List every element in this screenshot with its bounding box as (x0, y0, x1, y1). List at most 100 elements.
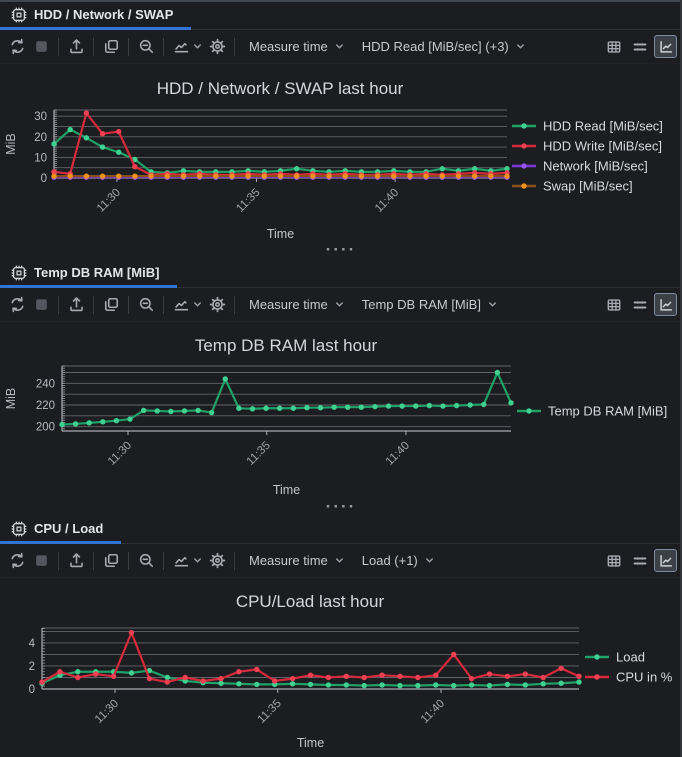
text-view-button[interactable] (628, 293, 651, 316)
toolbar-separator (58, 295, 59, 314)
legend: Load CPU in % (585, 650, 673, 685)
y-tick-label: 0 (41, 173, 47, 185)
refresh-button[interactable] (5, 549, 29, 573)
chart-toolbar: Measure time Temp DB RAM [MiB] (0, 288, 682, 322)
dropdown-label: Measure time (249, 39, 328, 54)
export-button[interactable] (64, 293, 88, 317)
panel-splitter[interactable]: ···· (325, 497, 357, 516)
chevron-down-icon (193, 300, 202, 309)
chevron-down-icon (193, 42, 202, 51)
copy-button[interactable] (99, 35, 123, 59)
table-view-button[interactable] (602, 35, 625, 58)
x-tick-label: 11:35 (256, 698, 284, 726)
measure-time-dropdown[interactable]: Measure time (240, 549, 353, 573)
dropdown-label: Temp DB RAM [MiB] (361, 297, 481, 312)
series-Temp DB RAM [MiB] (59, 369, 514, 428)
chevron-down-icon (516, 42, 525, 51)
dropdown-label: Measure time (249, 553, 328, 568)
text-view-icon (632, 297, 648, 313)
toolbar-separator (93, 37, 94, 56)
refresh-icon (9, 552, 26, 569)
chart-view-icon (658, 39, 674, 55)
settings-gear-button[interactable] (205, 293, 229, 317)
tab-label: Temp DB RAM [MiB] (34, 265, 160, 280)
export-button[interactable] (64, 35, 88, 59)
copy-icon (103, 552, 120, 569)
legend: HDD Read [MiB/sec] HDD Write [MiB/sec] Net… (512, 119, 663, 194)
tab-label: CPU / Load (34, 521, 104, 536)
y-tick-label: 20 (34, 132, 47, 144)
stop-icon (33, 38, 50, 55)
toolbar-separator (58, 551, 59, 570)
settings-gear-button[interactable] (205, 549, 229, 573)
chevron-down-icon (488, 300, 497, 309)
toolbar-separator (128, 551, 129, 570)
zoom-out-button[interactable] (134, 35, 158, 59)
x-axis-label: Time (273, 483, 300, 497)
tab-cpu-load[interactable]: CPU / Load (0, 514, 122, 544)
zoom-out-icon (138, 38, 155, 55)
chart-toolbar: Measure time HDD Read [MiB/sec] (+3) (0, 30, 682, 64)
zoom-out-button[interactable] (134, 549, 158, 573)
toolbar-separator (58, 37, 59, 56)
x-tick-label: 11:35 (234, 187, 262, 215)
panel-temp-db-ram: Temp DB RAM [MiB] Measure time Temp DB R… (0, 258, 682, 514)
tab-bar: HDD / Network / SWAP (0, 0, 682, 30)
legend-item: HDD Write [MiB/sec] (512, 139, 662, 154)
series-dropdown[interactable]: Temp DB RAM [MiB] (353, 293, 506, 317)
chart-view-button[interactable] (654, 293, 677, 316)
panel-splitter[interactable]: ···· (325, 240, 357, 259)
copy-button[interactable] (99, 549, 123, 573)
chart-view-button[interactable] (654, 549, 677, 572)
series-dropdown[interactable]: Load (+1) (353, 549, 443, 573)
scrollbar-edge[interactable] (680, 0, 682, 757)
table-view-icon (606, 39, 622, 55)
table-view-button[interactable] (602, 293, 625, 316)
refresh-button[interactable] (5, 35, 29, 59)
stop-icon (33, 296, 50, 313)
legend: Temp DB RAM [MiB] (517, 404, 667, 419)
series-Load (39, 667, 582, 689)
series-dropdown[interactable]: HDD Read [MiB/sec] (+3) (353, 35, 534, 59)
x-tick-label: 11:40 (384, 440, 412, 468)
chip-icon (11, 7, 27, 23)
chart-view-button[interactable] (654, 35, 677, 58)
chart-type-button[interactable] (169, 549, 205, 573)
tab-temp-db-ram[interactable]: Temp DB RAM [MiB] (0, 258, 178, 288)
y-tick-label: 200 (36, 422, 55, 434)
table-view-icon (606, 297, 622, 313)
tab-hdd-network-swap[interactable]: HDD / Network / SWAP (0, 0, 192, 30)
refresh-icon (9, 296, 26, 313)
text-view-button[interactable] (628, 35, 651, 58)
y-tick-label: 240 (36, 378, 55, 390)
copy-button[interactable] (99, 293, 123, 317)
zoom-out-button[interactable] (134, 293, 158, 317)
settings-gear-button[interactable] (205, 35, 229, 59)
legend-label: HDD Read [MiB/sec] (543, 119, 663, 134)
chevron-down-icon (335, 300, 344, 309)
chart-type-button[interactable] (169, 293, 205, 317)
export-button[interactable] (64, 549, 88, 573)
series-Swap [MiB/sec] (51, 173, 510, 179)
toolbar-separator (234, 37, 235, 56)
table-view-button[interactable] (602, 549, 625, 572)
refresh-button[interactable] (5, 293, 29, 317)
chart-type-icon (173, 296, 190, 313)
y-tick-label: 10 (34, 152, 47, 164)
y-tick-label: 0 (29, 684, 35, 696)
toolbar-separator (93, 551, 94, 570)
legend-label: Load (616, 650, 645, 665)
text-view-button[interactable] (628, 549, 651, 572)
chart-type-button[interactable] (169, 35, 205, 59)
tab-bar: Temp DB RAM [MiB] (0, 258, 682, 288)
measure-time-dropdown[interactable]: Measure time (240, 293, 353, 317)
stop-icon (33, 552, 50, 569)
chart-type-icon (173, 552, 190, 569)
toolbar-separator (163, 295, 164, 314)
zoom-out-icon (138, 296, 155, 313)
legend-item: CPU in % (585, 670, 673, 685)
text-view-icon (632, 39, 648, 55)
measure-time-dropdown[interactable]: Measure time (240, 35, 353, 59)
chart-type-icon (173, 38, 190, 55)
legend-item: Swap [MiB/sec] (512, 179, 633, 194)
